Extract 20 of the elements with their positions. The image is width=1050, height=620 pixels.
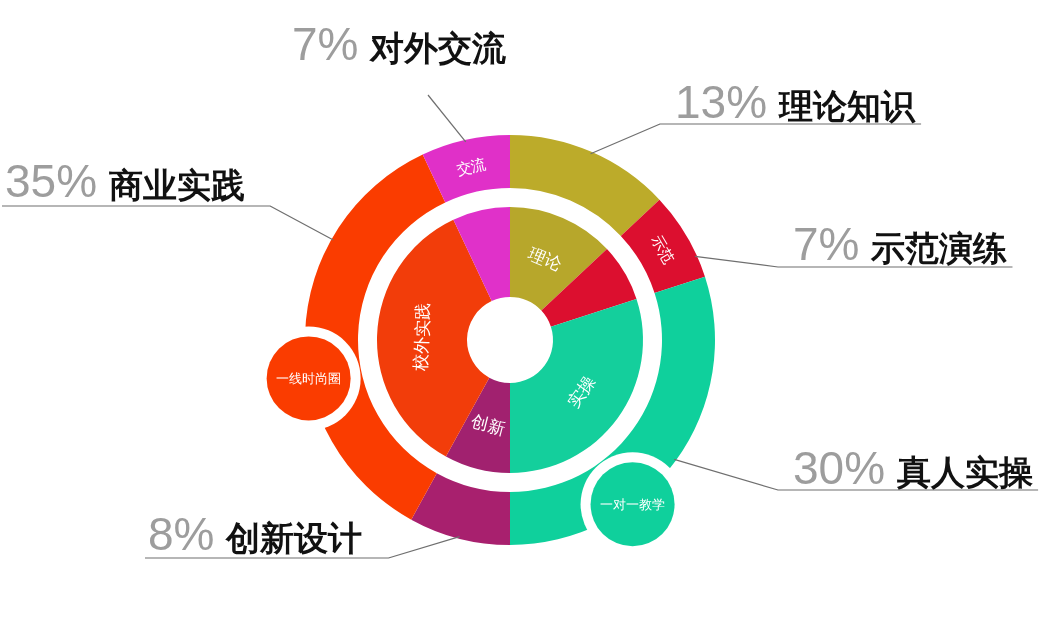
category-label: 示范演练 — [871, 229, 1008, 267]
category-label: 创新设计 — [226, 519, 363, 557]
annotation: 一对一教学 — [600, 496, 666, 512]
slice-label: 交流 — [454, 154, 488, 178]
slice-label: 实操 — [563, 372, 599, 412]
data-label: 35% — [5, 155, 98, 207]
data-label: 7% — [793, 218, 860, 270]
slice-label: 示范 — [648, 232, 679, 267]
slice-label: 校外实践 — [411, 302, 433, 372]
data-label: 30% — [793, 442, 886, 494]
annotation: 一线时尚圈 — [276, 370, 342, 386]
slice-label: 理论 — [525, 243, 565, 275]
data-label: 7% — [292, 18, 359, 70]
category-label: 商业实践 — [109, 166, 246, 204]
category-label: 真人实操 — [897, 453, 1034, 491]
category-label: 对外交流 — [370, 29, 507, 67]
data-label: 13% — [675, 76, 768, 128]
category-label: 理论知识 — [779, 87, 916, 125]
data-label: 8% — [148, 508, 215, 560]
slice-label: 创新 — [469, 411, 507, 439]
